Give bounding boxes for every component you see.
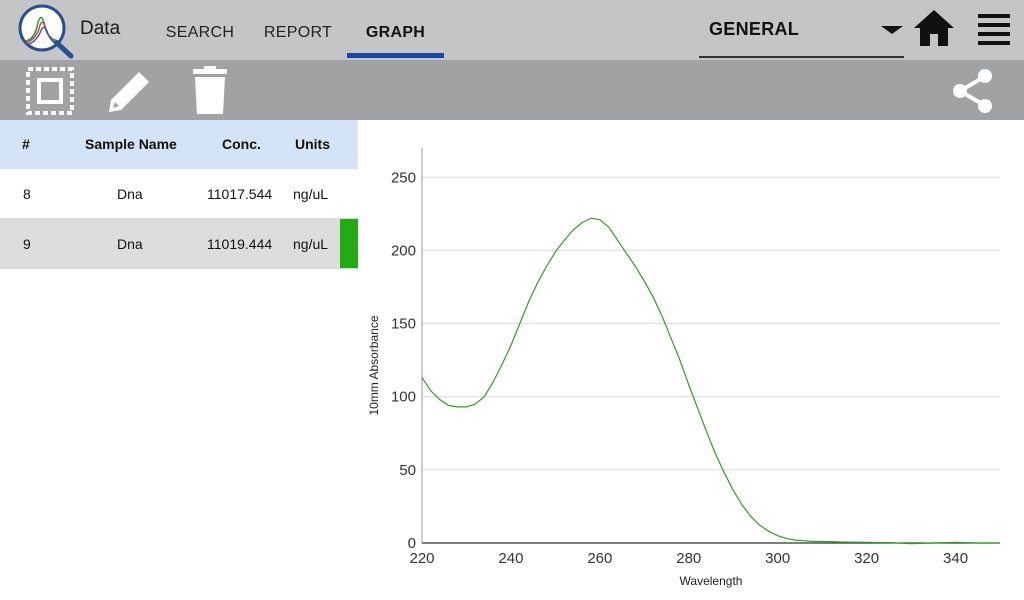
tab-graph[interactable]: GRAPH — [347, 24, 444, 58]
x-tick-label: 320 — [854, 550, 879, 567]
x-tick-label: 300 — [765, 550, 790, 567]
table-header: # Sample Name Conc. Units — [0, 120, 358, 169]
table-row[interactable]: 8 Dna 11017.544 ng/uL — [0, 169, 358, 219]
absorbance-chart[interactable]: 0 50 100 150 200 250 220 240 260 280 300 320 340 Wa… — [358, 120, 1024, 600]
chevron-down-icon — [881, 26, 903, 34]
app-header: Data SEARCH REPORT GRAPH GENERAL — [0, 0, 1024, 60]
y-tick-label: 100 — [391, 389, 416, 406]
x-tick-label: 280 — [676, 550, 701, 567]
column-header-conc[interactable]: Conc. — [222, 136, 261, 152]
edit-pencil-icon[interactable] — [105, 66, 155, 116]
x-tick-label: 240 — [498, 550, 523, 567]
x-tick-label: 340 — [943, 550, 968, 567]
cell-sample-name: Dna — [117, 236, 143, 252]
y-tick-label: 250 — [391, 169, 416, 186]
column-header-units[interactable]: Units — [295, 136, 330, 152]
active-tab-indicator — [347, 53, 444, 58]
spectrum-magnifier-logo-icon[interactable] — [17, 3, 75, 59]
x-tick-label: 220 — [409, 550, 434, 567]
tab-report-label: REPORT — [263, 24, 333, 41]
series-color-marker — [340, 219, 358, 268]
home-icon[interactable] — [912, 8, 956, 48]
app-title: Data — [80, 18, 121, 39]
chart-grid — [422, 176, 1000, 544]
cell-number: 9 — [23, 236, 31, 252]
cell-units: ng/uL — [293, 236, 329, 252]
tab-search-label: SEARCH — [165, 24, 235, 41]
y-tick-label: 150 — [391, 316, 416, 333]
trash-icon[interactable] — [185, 66, 235, 116]
cell-number: 8 — [23, 186, 31, 202]
cell-sample-name: Dna — [117, 186, 143, 202]
x-tick-label: 260 — [587, 550, 612, 567]
y-axis-label: 10mm Absorbance — [367, 315, 381, 415]
tab-report[interactable]: REPORT — [258, 24, 338, 58]
cell-units: ng/uL — [293, 186, 329, 202]
y-tick-label: 50 — [399, 462, 416, 479]
sample-table: # Sample Name Conc. Units 8 Dna 11017.54… — [0, 120, 358, 269]
column-header-number[interactable]: # — [22, 136, 30, 152]
tab-search[interactable]: SEARCH — [160, 24, 240, 58]
select-all-icon[interactable] — [25, 66, 75, 116]
toolbar — [0, 60, 1024, 120]
hamburger-menu-icon[interactable] — [976, 12, 1012, 46]
mode-select[interactable]: GENERAL — [699, 14, 904, 58]
tab-graph-label: GRAPH — [365, 24, 426, 41]
mode-select-value: GENERAL — [709, 19, 800, 39]
cell-conc: 11017.544 — [207, 186, 273, 202]
series-line — [421, 217, 1000, 545]
chart-series — [421, 217, 1000, 545]
share-icon[interactable] — [948, 66, 998, 116]
y-tick-label: 0 — [408, 535, 416, 552]
column-header-sample-name[interactable]: Sample Name — [85, 136, 177, 152]
table-row-selected[interactable]: 9 Dna 11019.444 ng/uL — [0, 219, 358, 269]
y-tick-label: 200 — [391, 242, 416, 259]
cell-conc: 11019.444 — [207, 236, 273, 252]
x-ticks: 220 240 260 280 300 320 340 — [409, 550, 968, 567]
x-axis-label: Wavelength — [680, 574, 743, 588]
y-ticks: 0 50 100 150 200 250 — [391, 169, 416, 552]
